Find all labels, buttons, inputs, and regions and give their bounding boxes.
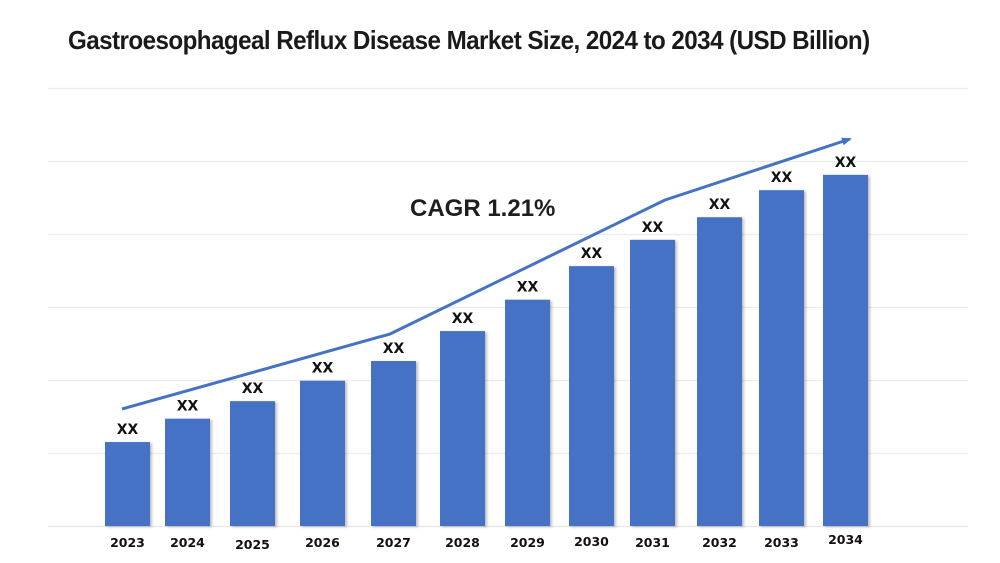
data-label-2025: XX	[242, 381, 264, 397]
data-label-2024: XX	[177, 399, 199, 415]
x-tick-2024: 2024	[170, 535, 205, 550]
x-tick-2023: 2023	[110, 535, 145, 550]
x-tick-2030: 2030	[574, 534, 609, 549]
x-tick-2032: 2032	[702, 535, 737, 550]
x-tick-2034: 2034	[828, 532, 863, 547]
data-label-2028: XX	[452, 311, 474, 327]
chart-title: Gastroesophageal Reflux Disease Market S…	[68, 25, 870, 55]
data-label-2027: XX	[383, 341, 405, 357]
bar-2027	[371, 361, 416, 526]
data-label-2026: XX	[312, 361, 334, 377]
bar-2030	[569, 266, 614, 526]
x-tick-2027: 2027	[376, 535, 411, 550]
bar-2029	[505, 299, 550, 526]
bar-2033	[759, 190, 804, 526]
data-label-2023: XX	[117, 422, 139, 438]
bar-2034	[823, 174, 868, 526]
data-label-2029: XX	[517, 280, 539, 296]
bar-2032	[697, 217, 742, 526]
bar-2031	[630, 239, 675, 526]
bar-2028	[440, 331, 485, 526]
data-label-2030: XX	[581, 246, 603, 262]
bar-2025	[230, 401, 275, 526]
x-tick-2033: 2033	[764, 535, 799, 550]
bar-2023	[105, 442, 150, 526]
cagr-annotation: CAGR 1.21%	[410, 195, 555, 222]
x-tick-2031: 2031	[635, 535, 670, 550]
trend-arrow-group	[121, 137, 852, 411]
x-tick-2028: 2028	[445, 535, 480, 550]
data-label-2034: XX	[835, 155, 857, 171]
data-label-2032: XX	[709, 197, 731, 213]
data-label-2031: XX	[642, 220, 664, 236]
bars	[105, 174, 868, 526]
x-tick-2029: 2029	[510, 535, 545, 550]
data-labels: XX XX XX XX XX XX XX XX XX XX XX XX	[117, 155, 857, 438]
trend-arrow	[121, 137, 852, 411]
x-tick-labels: 2023 2024 2025 2026 2027 2028 2029 2030 2031 2032…	[110, 532, 863, 552]
x-tick-2026: 2026	[305, 535, 340, 550]
data-label-2033: XX	[771, 170, 793, 186]
x-tick-2025: 2025	[235, 537, 270, 552]
bar-2026	[300, 380, 345, 526]
bar-2024	[165, 418, 210, 526]
